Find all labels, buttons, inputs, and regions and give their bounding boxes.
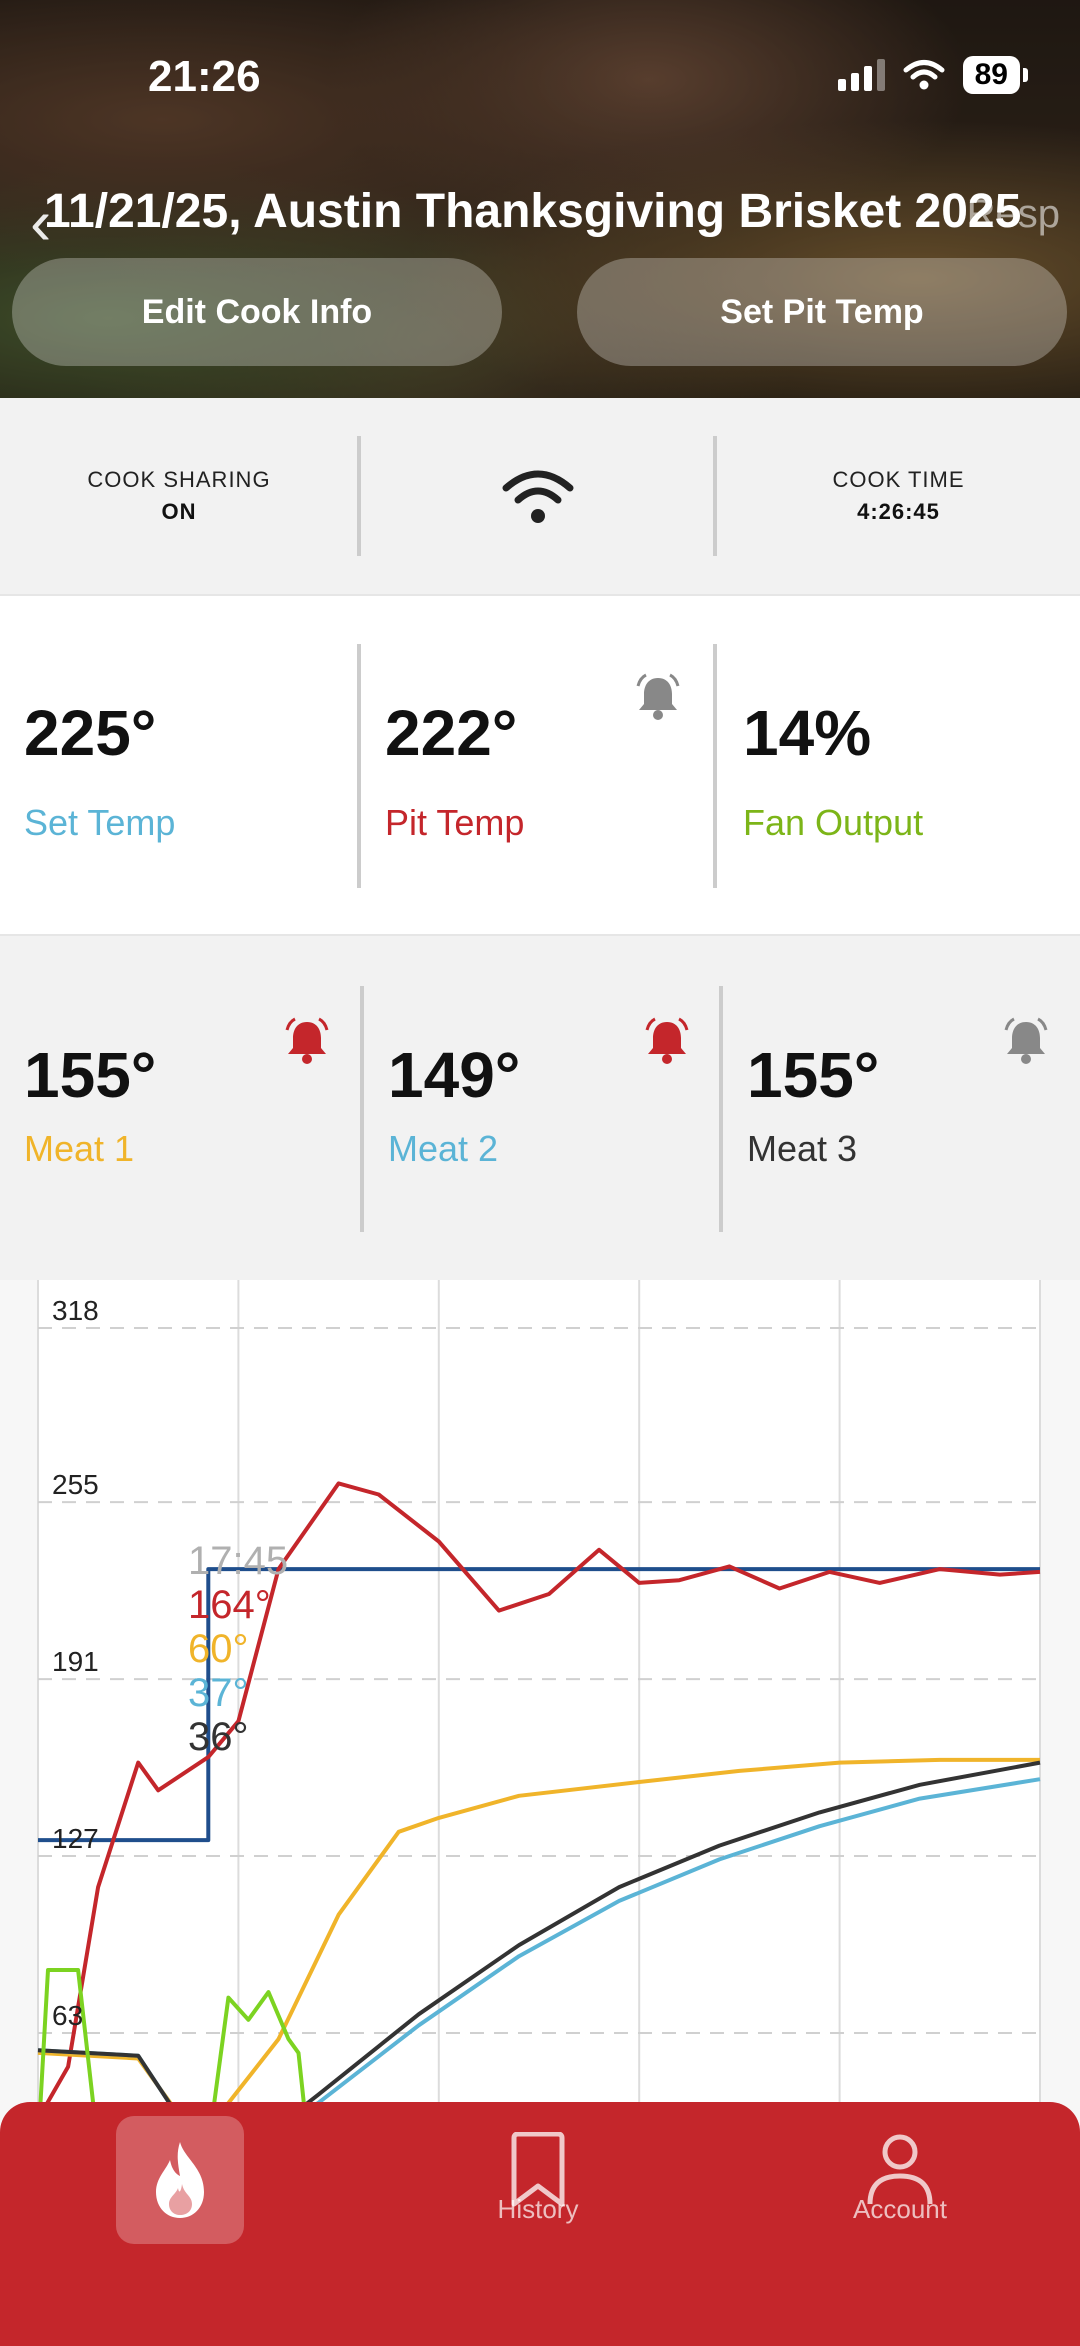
meat-1-value: 155°	[24, 1039, 157, 1111]
meat-3-label: Meat 3	[747, 1128, 858, 1169]
pit-temp-value: 222°	[385, 697, 518, 769]
pit-temps-row: 225° Set Temp 222° Pit Temp 14% Fan Outp…	[0, 594, 1080, 936]
pit-temp-label: Pit Temp	[385, 802, 525, 843]
status-icons: 89	[837, 56, 1029, 94]
cellular-signal-icon	[837, 59, 885, 91]
chart-y-tick-label: 318	[52, 1295, 99, 1326]
wifi-status-icon	[903, 60, 945, 90]
meat-3-value: 155°	[747, 1039, 880, 1111]
meat-2-value: 149°	[388, 1039, 521, 1111]
divider	[713, 436, 717, 556]
fan-output-tile: 14% Fan Output	[717, 596, 1080, 934]
divider	[360, 986, 364, 1232]
tab-account-label: Account	[853, 2194, 947, 2224]
back-chevron-icon[interactable]: ‹	[30, 186, 52, 258]
tab-account[interactable]: Account	[840, 2132, 960, 2225]
fan-output-label: Fan Output	[743, 802, 924, 843]
meat-2-tile[interactable]: 149° Meat 2	[364, 936, 720, 1280]
chart-y-tick-label: 191	[52, 1646, 99, 1677]
status-time: 21:26	[148, 52, 261, 101]
cook-time-status: COOK TIME 4:26:45	[717, 398, 1080, 594]
chart-y-tick-label: 255	[52, 1469, 99, 1500]
tab-history-label: History	[497, 2194, 579, 2224]
cook-time-value: 4:26:45	[857, 499, 940, 524]
chart-y-tick-label: 63	[52, 2000, 83, 2031]
wifi-icon	[502, 470, 574, 523]
chart-y-ticks: 318 255 191 127 63	[52, 1295, 99, 2031]
meat-1-alarm-bell-icon[interactable]	[282, 1016, 332, 1068]
meat-2-label: Meat 2	[388, 1128, 499, 1169]
edit-cook-info-button[interactable]: Edit Cook Info	[12, 258, 502, 366]
meat-1-tile[interactable]: 155° Meat 1	[0, 936, 360, 1280]
set-temp-value: 225°	[24, 697, 157, 769]
chart-tooltip-value: 36°	[188, 1715, 249, 1759]
chart-series-line-5	[36, 1968, 329, 2149]
account-person-icon	[867, 2134, 933, 2205]
temperature-chart[interactable]: 318 255 191 127 63 17:45 164° 60° 37° 36°	[0, 1280, 1080, 2346]
chart-y-tick-label: 127	[52, 1823, 99, 1854]
fan-output-value: 14%	[743, 697, 872, 769]
tab-history[interactable]: History	[488, 2132, 588, 2225]
battery-indicator: 89	[962, 56, 1029, 94]
cook-time-label: COOK TIME	[832, 467, 965, 492]
divider	[357, 436, 361, 556]
chart-tooltip-value: 164°	[188, 1583, 271, 1627]
meat-probes-row: 155° Meat 1 149° Meat 2 155° Meat 3	[0, 936, 1080, 1280]
meat-3-alarm-bell-icon[interactable]	[1001, 1016, 1051, 1068]
set-temp-tile[interactable]: 225° Set Temp	[0, 596, 358, 934]
cook-sharing-status[interactable]: COOK SHARING ON	[0, 398, 358, 594]
pit-alarm-bell-icon[interactable]	[633, 672, 683, 724]
bookmark-icon	[511, 2132, 565, 2207]
pit-temp-tile[interactable]: 222° Pit Temp	[361, 596, 715, 934]
chart-tooltip-value: 37°	[188, 1671, 249, 1715]
meat-1-label: Meat 1	[24, 1128, 135, 1169]
divider	[719, 986, 723, 1232]
chart-tooltip-time: 17:45	[188, 1539, 288, 1583]
divider	[357, 644, 361, 888]
chart-series-line-1	[36, 1481, 1041, 2121]
header-clipped-text[interactable]: Resp	[966, 192, 1060, 236]
bottom-tab-bar: History Account	[0, 2102, 1080, 2346]
tab-cook[interactable]	[116, 2116, 244, 2244]
chart-tooltip-value: 60°	[188, 1627, 249, 1671]
meat-2-alarm-bell-icon[interactable]	[642, 1016, 692, 1068]
cook-sharing-value: ON	[161, 499, 197, 524]
cook-title: 11/21/25, Austin Thanksgiving Brisket 20…	[44, 185, 1022, 238]
cook-sharing-label: COOK SHARING	[87, 467, 271, 492]
divider	[713, 644, 717, 888]
flame-icon	[156, 2142, 204, 2218]
cook-header: 21:26 89 ‹ 11/21/25, Austin Thanksgiving…	[0, 0, 1080, 398]
connection-status	[361, 398, 715, 594]
cook-status-row: COOK SHARING ON COOK TIME 4:26:45	[0, 398, 1080, 594]
meat-3-tile[interactable]: 155° Meat 3	[723, 936, 1080, 1280]
set-pit-temp-button[interactable]: Set Pit Temp	[577, 258, 1067, 366]
set-temp-label: Set Temp	[24, 802, 176, 843]
